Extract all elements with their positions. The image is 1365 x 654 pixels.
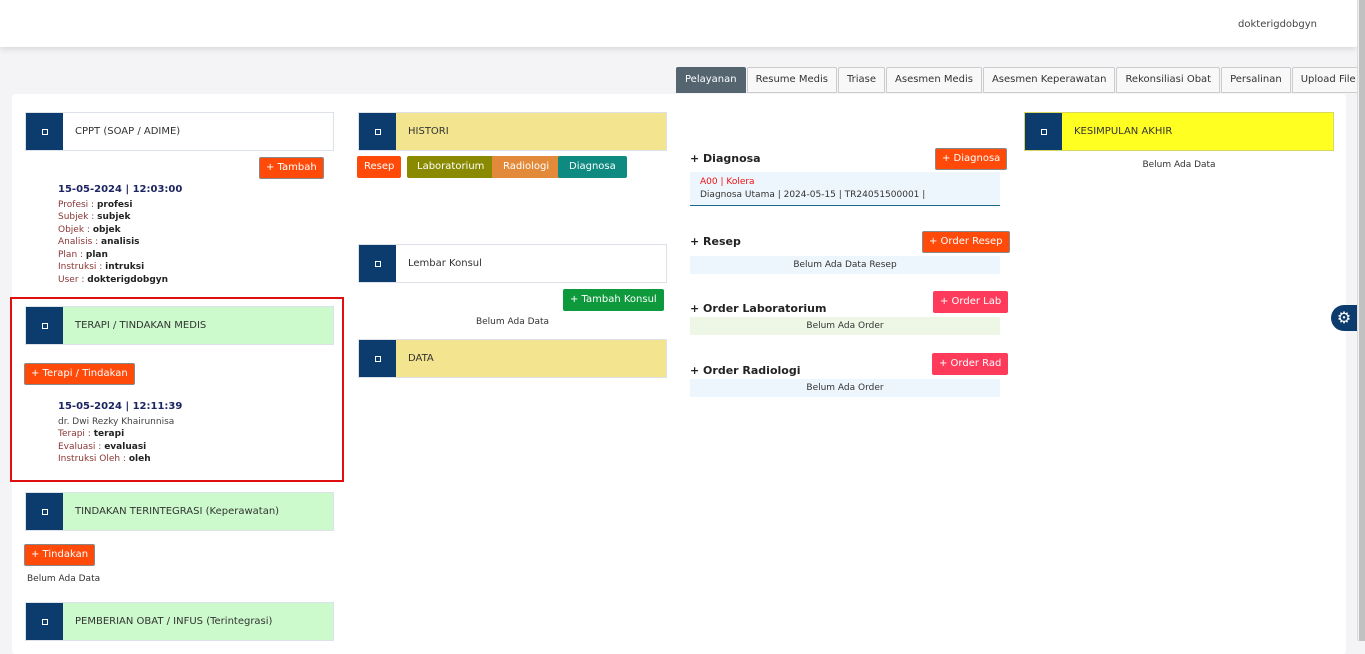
add-diagnosa-button[interactable]: + Diagnosa [935, 148, 1008, 170]
field-label: User : [58, 274, 88, 285]
rad-empty: Belum Ada Order [690, 379, 1000, 397]
lab-empty: Belum Ada Order [690, 317, 1000, 335]
field-value: profesi [96, 199, 133, 210]
kesimpulan-card[interactable]: KESIMPULAN AKHIR [1024, 112, 1334, 151]
histori-radiologi-button[interactable]: Radiologi [492, 156, 561, 178]
terapi-field: Instruksi Oleh : oleh [58, 453, 182, 466]
field-label: Plan : [58, 249, 86, 260]
terapi-field: Evaluasi : evaluasi [58, 441, 182, 454]
field-label: Analisis : [58, 237, 102, 247]
field-value: oleh [128, 454, 151, 464]
top-header: dokterigdobgyn [0, 0, 1357, 47]
cppt-field: User : dokterigdobgyn [58, 274, 182, 287]
data-title: DATA [408, 353, 434, 364]
terapi-field: Terapi : terapi [58, 428, 182, 441]
field-value: evaluasi [104, 441, 147, 452]
cppt-field: Profesi : profesi [58, 199, 182, 212]
main-panel [12, 94, 1346, 654]
tindakan-title: TINDAKAN TERINTEGRASI (Keperawatan) [75, 506, 280, 517]
cppt-card[interactable]: CPPT (SOAP / ADIME) [25, 112, 334, 151]
square-icon [26, 603, 63, 640]
field-label: Instruksi Oleh : [58, 454, 129, 464]
field-value: objek [92, 224, 121, 235]
tab-rekonsiliasi-obat[interactable]: Rekonsiliasi Obat [1116, 67, 1221, 93]
konsul-card[interactable]: Lembar Konsul [358, 244, 667, 283]
cppt-field: Analisis : analisis [58, 236, 182, 249]
square-icon [359, 340, 396, 377]
diagnosa-code: A00 | Kolera [700, 177, 755, 187]
histori-resep-button[interactable]: Resep [357, 156, 402, 178]
diagnosa-heading: + Diagnosa [690, 152, 761, 165]
tab-pelayanan[interactable]: Pelayanan [676, 67, 746, 93]
cppt-field: Instruksi : intruksi [58, 261, 182, 274]
field-value: plan [85, 249, 108, 260]
histori-title: HISTORI [408, 126, 449, 137]
tindakan-card[interactable]: TINDAKAN TERINTEGRASI (Keperawatan) [25, 492, 334, 531]
diagnosa-item[interactable]: A00 | Kolera Diagnosa Utama | 2024-05-15… [690, 172, 1000, 206]
tindakan-empty: Belum Ada Data [27, 574, 101, 584]
tindakan-button[interactable]: + Tindakan [24, 544, 96, 566]
square-icon [26, 113, 63, 150]
square-icon [359, 245, 396, 282]
tab-persalinan[interactable]: Persalinan [1221, 67, 1291, 93]
doctor-name: dr. Dwi Rezky Khairunnisa [58, 416, 175, 427]
tambah-cppt-button[interactable]: + Tambah [259, 157, 324, 179]
data-card[interactable]: DATA [358, 339, 667, 378]
resep-empty: Belum Ada Data Resep [690, 256, 1000, 274]
field-value: terapi [93, 429, 125, 439]
field-label: Instruksi : [58, 262, 106, 272]
cppt-datetime: 15-05-2024 | 12:03:00 [58, 184, 183, 195]
square-icon [26, 493, 63, 530]
cppt-field: Subjek : subjek [58, 211, 182, 224]
tab-upload-file[interactable]: Upload File [1291, 67, 1365, 93]
konsul-empty: Belum Ada Data [475, 317, 550, 327]
obat-title: PEMBERIAN OBAT / INFUS (Terintegrasi) [75, 616, 273, 627]
lab-heading: + Order Laboratorium [690, 302, 827, 315]
field-value: analisis [101, 237, 140, 247]
rad-heading: + Order Radiologi [690, 364, 801, 377]
order-rad-button[interactable]: + Order Rad [932, 353, 1009, 375]
order-resep-button[interactable]: + Order Resep [922, 231, 1010, 253]
gear-icon[interactable]: ⚙ [1331, 305, 1357, 331]
cppt-field: Plan : plan [58, 249, 182, 262]
cppt-title: CPPT (SOAP / ADIME) [75, 126, 181, 137]
field-label: Terapi : [58, 429, 94, 439]
kesimpulan-empty: Belum Ada Data [1142, 160, 1216, 170]
resep-heading: + Resep [690, 235, 741, 248]
kesimpulan-title: KESIMPULAN AKHIR [1074, 126, 1173, 137]
order-lab-button[interactable]: + Order Lab [933, 291, 1009, 313]
square-icon [359, 113, 396, 150]
field-value: dokterigdobgyn [87, 274, 169, 285]
field-label: Subjek : [58, 212, 98, 222]
terapi-datetime: 15-05-2024 | 12:11:39 [58, 401, 183, 412]
highlight-box [10, 297, 344, 482]
field-label: Objek : [58, 224, 93, 235]
tab-triase[interactable]: Triase [837, 67, 886, 93]
scrollbar[interactable] [1357, 0, 1365, 641]
tab-asesmen-medis[interactable]: Asesmen Medis [886, 67, 982, 93]
tab-bar: Pelayanan Resume Medis Triase Asesmen Me… [676, 67, 1365, 93]
terapi-tindakan-button[interactable]: + Terapi / Tindakan [24, 363, 135, 385]
histori-card[interactable]: HISTORI [358, 112, 667, 151]
terapi-entry: 15-05-2024 | 12:11:39 dr. Dwi Rezky Khai… [58, 401, 182, 466]
username[interactable]: dokterigdobgyn [1238, 19, 1317, 30]
tab-resume-medis[interactable]: Resume Medis [746, 67, 837, 93]
diagnosa-detail: Diagnosa Utama | 2024-05-15 | TR24051500… [700, 190, 926, 200]
terapi-title: TERAPI / TINDAKAN MEDIS [75, 320, 207, 331]
histori-diagnosa-button[interactable]: Diagnosa [558, 156, 627, 178]
cppt-field: Objek : objek [58, 224, 182, 237]
terapi-card[interactable]: TERAPI / TINDAKAN MEDIS [25, 306, 334, 345]
field-label: Profesi : [58, 199, 97, 210]
tab-asesmen-keperawatan[interactable]: Asesmen Keperawatan [982, 67, 1116, 93]
square-icon [1025, 113, 1062, 150]
obat-card[interactable]: PEMBERIAN OBAT / INFUS (Terintegrasi) [25, 602, 334, 641]
field-value: subjek [97, 212, 131, 222]
histori-lab-button[interactable]: Laboratorium [407, 156, 495, 178]
field-value: intruksi [105, 262, 145, 272]
square-icon [26, 307, 63, 344]
konsul-title: Lembar Konsul [408, 258, 482, 269]
cppt-entry: 15-05-2024 | 12:03:00 Profesi : profesi … [58, 184, 182, 286]
tambah-konsul-button[interactable]: + Tambah Konsul [563, 289, 664, 311]
field-label: Evaluasi : [58, 441, 105, 452]
